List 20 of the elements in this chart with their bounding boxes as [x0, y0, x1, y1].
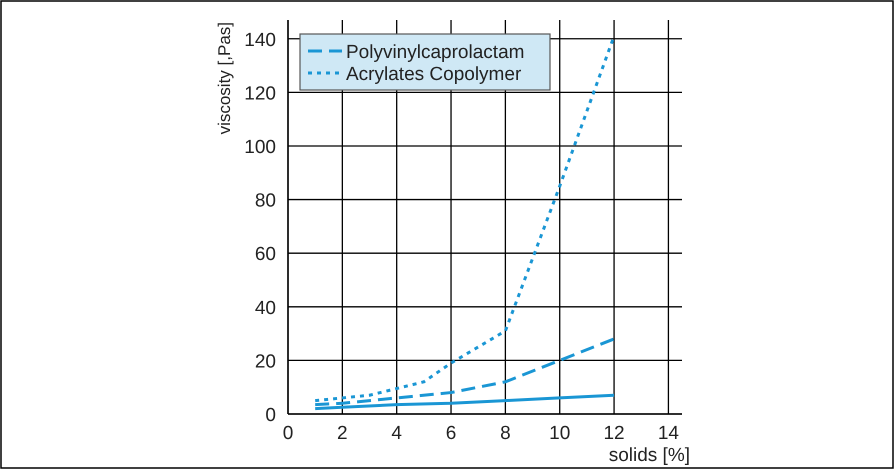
y-tick-label: 120	[244, 83, 276, 104]
y-tick-label: 100	[244, 136, 276, 158]
x-tick-label: 8	[500, 423, 511, 444]
y-tick-label: 40	[254, 298, 276, 319]
x-tick-label: 4	[391, 423, 402, 444]
y-tick-label: 0	[265, 405, 276, 426]
x-tick-label: 12	[604, 423, 625, 444]
x-tick-label: 6	[446, 423, 456, 444]
x-tick-label: 14	[658, 423, 680, 444]
x-tick-label: 0	[282, 423, 294, 444]
y-tick-label: 80	[254, 190, 276, 212]
y-tick-label: 140	[244, 30, 276, 51]
y-tick-label: 20	[254, 351, 276, 372]
legend-label: Acrylates Copolymer	[346, 64, 522, 85]
x-axis-title: solids [%]	[608, 445, 690, 466]
legend-label: Polyvinylcaprolactam	[346, 42, 524, 63]
y-axis-title: viscosity [,Pas]	[215, 22, 234, 134]
y-tick-label: 60	[254, 244, 276, 266]
x-tick-label: 10	[549, 423, 570, 444]
x-tick-label: 2	[337, 423, 348, 444]
